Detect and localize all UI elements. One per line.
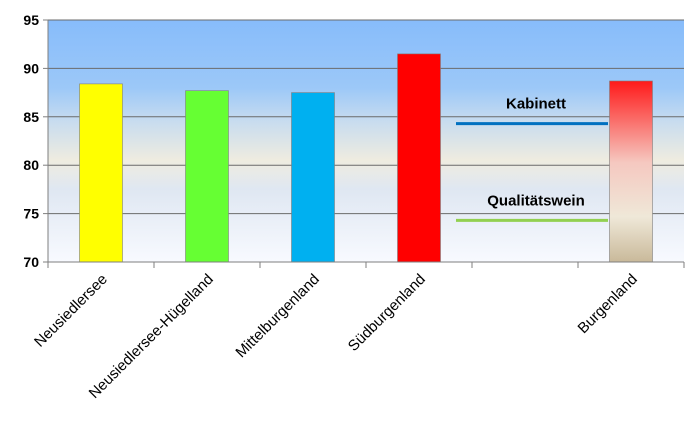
x-category-label: Burgenland — [575, 271, 641, 337]
y-tick-label: 85 — [23, 109, 39, 125]
y-tick-label: 70 — [23, 254, 39, 270]
plot-background — [48, 20, 684, 262]
x-category-label: Südburgenland — [345, 271, 429, 355]
y-tick-label: 80 — [23, 157, 39, 173]
reference-label: Kabinett — [506, 96, 566, 113]
bar — [291, 92, 335, 263]
bar — [397, 53, 441, 263]
x-category-label: Neusiedlersee-Hügelland — [86, 271, 217, 402]
reference-label: Qualitätswein — [487, 192, 585, 209]
x-category-label: Mittelburgenland — [232, 271, 322, 361]
y-tick-label: 90 — [23, 60, 39, 76]
bar — [185, 90, 229, 263]
y-tick-label: 75 — [23, 206, 39, 222]
y-tick-label: 95 — [23, 12, 39, 28]
x-category-label: Neusiedlersee — [31, 271, 111, 351]
bar — [609, 80, 653, 263]
bar — [79, 83, 123, 263]
